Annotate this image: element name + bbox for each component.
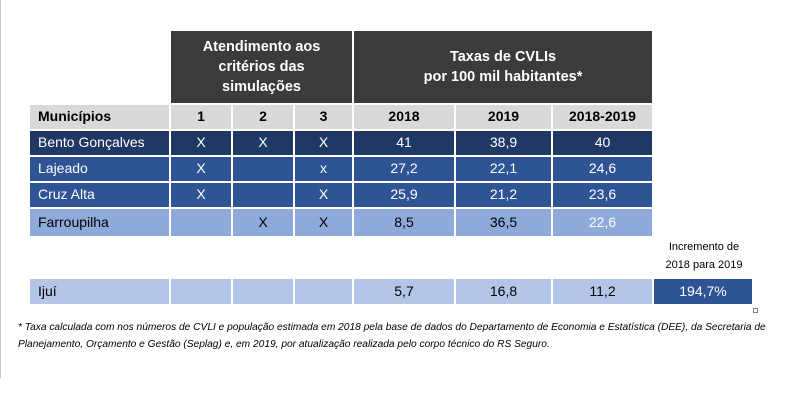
row-lajeado-c3: x [295,157,352,181]
row-farroupilha-2019: 36,5 [456,209,551,236]
col-criterion-2: 2 [233,105,293,129]
row-farroupilha-2018: 8,5 [354,209,454,236]
footnote: * Taxa calculada com nos números de CVLI… [18,322,766,350]
row-bento-2018: 41 [354,131,454,155]
row-farroupilha-c2: X [233,209,293,236]
row-lajeado-c2 [233,157,293,181]
row-lajeado-2018-2019: 24,6 [553,157,652,181]
header-rates-line1: Taxas de CVLIs [449,49,557,65]
row-bento-c2: X [233,131,293,155]
col-2019: 2019 [456,105,551,129]
header-rates: Taxas de CVLIs por 100 mil habitantes* [354,31,652,103]
col-municipios: Municípios [30,105,169,129]
header-rates-line2: por 100 mil habitantes* [423,69,583,85]
row-lajeado-c1: X [171,157,231,181]
row-ijui-2018: 5,7 [354,279,454,304]
row-cruzalta-c1: X [171,183,231,207]
header-criteria-line3: simulações [222,79,301,95]
row-cruzalta-2018: 25,9 [354,183,454,207]
header-criteria: Atendimento aos critérios das simulações [171,31,352,103]
row-bento-c3: X [295,131,352,155]
row-farroupilha-c3: X [295,209,352,236]
row-lajeado-2018: 27,2 [354,157,454,181]
row-cruzalta-c3: X [295,183,352,207]
page-left-border [0,0,1,378]
row-cruzalta-c2 [233,183,293,207]
row-ijui-c1 [171,279,231,304]
increment-label: Incremento de 2018 para 2019 [652,238,756,274]
increment-label-line2: 2018 para 2019 [665,259,743,271]
row-farroupilha-2018-2019: 22,6 [553,209,652,236]
row-cruzalta-name: Cruz Alta [30,183,169,207]
row-ijui-name: Ijuí [30,279,169,304]
row-farroupilha-name: Farroupilha [30,209,169,236]
row-lajeado-name: Lajeado [30,157,169,181]
row-ijui-2018-2019: 11,2 [553,279,652,304]
resize-handle[interactable] [753,308,758,313]
header-criteria-line2: critérios das [218,59,305,75]
increment-value: 194,7% [654,279,752,304]
row-cruzalta-2019: 21,2 [456,183,551,207]
increment-label-line1: Incremento de [668,241,740,253]
col-criterion-1: 1 [171,105,231,129]
row-bento-c1: X [171,131,231,155]
row-ijui-2019: 16,8 [456,279,551,304]
row-bento-2018-2019: 40 [553,131,652,155]
row-ijui-c2 [233,279,293,304]
col-2018: 2018 [354,105,454,129]
row-bento-2019: 38,9 [456,131,551,155]
row-ijui-c3 [295,279,352,304]
col-criterion-3: 3 [295,105,352,129]
row-bento-name: Bento Gonçalves [30,131,169,155]
header-criteria-line1: Atendimento aos [202,39,321,55]
row-lajeado-2019: 22,1 [456,157,551,181]
col-2018-2019: 2018-2019 [553,105,652,129]
row-cruzalta-2018-2019: 23,6 [553,183,652,207]
row-farroupilha-c1 [171,209,231,236]
